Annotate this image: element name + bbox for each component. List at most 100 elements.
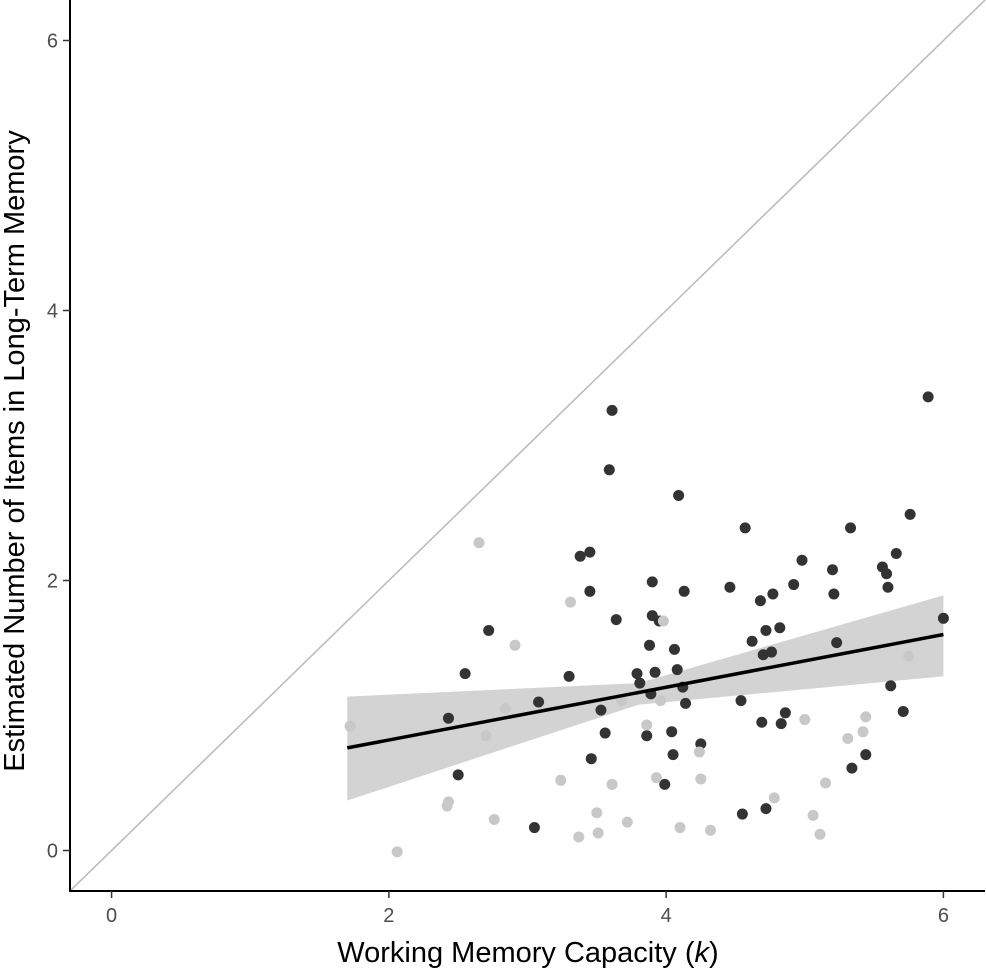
data-point-series-2 (621, 816, 633, 828)
data-point-series-1 (746, 635, 758, 647)
data-point-series-2 (480, 730, 492, 742)
data-point-series-1 (595, 704, 607, 716)
data-point-series-1 (695, 738, 707, 750)
y-axis-title: Estimated Number of Items in Long-Term M… (0, 130, 31, 772)
data-point-series-1 (760, 803, 772, 815)
data-point-series-2 (768, 792, 780, 804)
axes-layer: 0 2 4 6 0 2 4 6 (47, 0, 985, 927)
data-point-series-1 (459, 668, 471, 680)
data-point-series-1 (788, 579, 800, 591)
x-axis-title-main: Working Memory Capacity ( (337, 937, 695, 969)
data-point-series-2 (693, 746, 705, 758)
data-point-series-1 (922, 391, 934, 403)
data-point-series-1 (603, 464, 615, 476)
data-point-series-2 (842, 732, 854, 744)
data-point-series-1 (673, 489, 685, 501)
data-point-series-1 (483, 624, 495, 636)
data-point-series-1 (760, 624, 772, 636)
data-point-series-1 (606, 404, 618, 416)
data-point-series-1 (528, 822, 540, 834)
x-tick-label: 0 (106, 905, 117, 927)
data-points-layer (344, 391, 949, 858)
data-point-series-1 (831, 637, 843, 649)
data-point-series-1 (641, 730, 653, 742)
data-point-series-1 (680, 697, 692, 709)
x-tick-label: 6 (938, 905, 949, 927)
data-point-series-2 (473, 537, 485, 549)
data-point-series-1 (774, 622, 786, 634)
data-point-series-1 (846, 762, 858, 774)
data-point-series-1 (757, 649, 769, 661)
data-point-series-1 (756, 716, 768, 728)
data-point-series-2 (657, 615, 669, 627)
data-point-series-2 (705, 824, 716, 836)
data-point-series-2 (391, 846, 403, 858)
data-point-series-1 (845, 522, 857, 534)
data-point-series-1 (574, 550, 586, 562)
regression-line (346, 632, 944, 750)
data-point-series-1 (897, 705, 909, 717)
data-point-series-1 (736, 808, 748, 820)
data-point-series-1 (584, 546, 596, 558)
regression-line-layer (346, 632, 944, 750)
data-point-series-1 (452, 769, 464, 781)
y-tick-label: 2 (47, 571, 58, 593)
data-point-series-1 (599, 727, 611, 739)
data-point-series-1 (678, 585, 690, 597)
data-point-series-2 (564, 596, 576, 608)
data-point-series-1 (724, 581, 736, 593)
data-point-series-2 (820, 777, 832, 789)
data-point-series-1 (766, 646, 777, 658)
data-point-series-1 (796, 554, 808, 566)
data-point-series-2 (509, 639, 521, 651)
data-point-series-2 (344, 720, 356, 732)
data-point-series-1 (585, 753, 597, 765)
data-point-series-2 (857, 726, 869, 738)
x-axis-title-variable: k (695, 937, 711, 969)
data-point-series-1 (533, 696, 545, 708)
data-point-series-2 (442, 796, 454, 808)
confidence-band (347, 595, 944, 801)
data-point-series-1 (828, 588, 840, 600)
data-point-series-1 (882, 581, 894, 593)
data-point-series-2 (650, 772, 662, 784)
data-point-series-1 (671, 664, 683, 676)
data-point-series-2 (799, 714, 811, 726)
data-point-series-1 (881, 568, 893, 580)
confidence-band-layer (347, 595, 944, 801)
data-point-series-1 (667, 749, 679, 761)
data-point-series-1 (754, 595, 766, 607)
data-point-series-1 (779, 707, 791, 719)
data-point-series-2 (592, 827, 604, 839)
identity-line (69, 0, 986, 892)
data-point-series-1 (937, 612, 949, 624)
data-point-series-2 (655, 695, 667, 707)
data-point-series-2 (903, 650, 915, 662)
data-point-series-2 (488, 813, 500, 825)
data-point-series-2 (674, 822, 686, 834)
data-point-series-1 (666, 726, 678, 738)
data-point-series-1 (631, 668, 643, 680)
data-point-series-2 (814, 828, 826, 840)
data-point-series-1 (668, 643, 680, 655)
y-tick-label: 0 (47, 841, 58, 863)
data-point-series-1 (610, 614, 622, 626)
data-point-series-2 (555, 774, 567, 786)
data-point-series-2 (573, 831, 585, 843)
data-point-series-1 (739, 522, 751, 534)
x-axis-title: Working Memory Capacity (k) (337, 937, 718, 969)
x-tick-label: 4 (661, 905, 672, 927)
data-point-series-1 (563, 670, 575, 682)
x-axis-title-end: ) (709, 937, 719, 969)
data-point-series-1 (634, 677, 646, 689)
identity-line-layer (69, 0, 986, 892)
data-point-series-1 (827, 564, 838, 576)
y-tick-label: 4 (47, 301, 58, 323)
data-point-series-2 (807, 809, 819, 821)
y-tick-label: 6 (47, 31, 58, 53)
data-point-series-1 (735, 695, 747, 707)
data-point-series-2 (860, 711, 872, 723)
data-point-series-1 (584, 585, 596, 597)
data-point-series-1 (767, 588, 779, 600)
